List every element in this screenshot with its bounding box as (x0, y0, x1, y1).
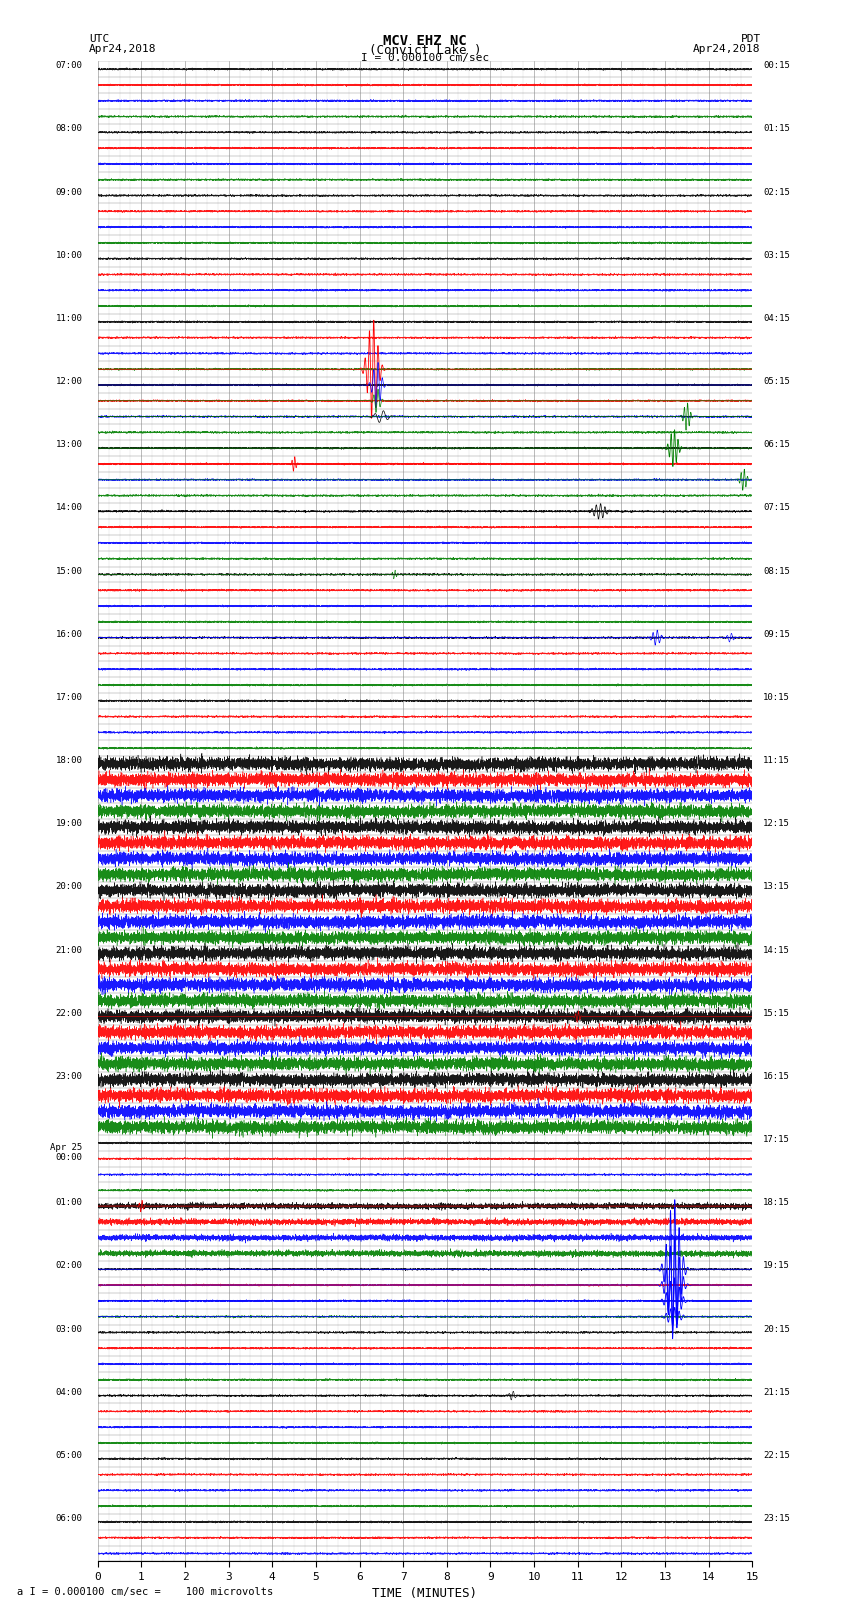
Text: 02:00: 02:00 (55, 1261, 82, 1271)
Text: 12:15: 12:15 (763, 819, 790, 827)
Text: 22:00: 22:00 (55, 1008, 82, 1018)
Text: Apr24,2018: Apr24,2018 (694, 44, 761, 53)
Text: 04:00: 04:00 (55, 1387, 82, 1397)
Text: PDT: PDT (740, 34, 761, 44)
Text: 13:15: 13:15 (763, 882, 790, 892)
Text: 20:00: 20:00 (55, 882, 82, 892)
Text: 07:15: 07:15 (763, 503, 790, 513)
Text: 15:15: 15:15 (763, 1008, 790, 1018)
Text: 00:00: 00:00 (55, 1144, 82, 1163)
Text: 09:00: 09:00 (55, 187, 82, 197)
Text: 23:15: 23:15 (763, 1515, 790, 1523)
Text: 10:00: 10:00 (55, 250, 82, 260)
Text: 10:15: 10:15 (763, 694, 790, 702)
Text: 18:15: 18:15 (763, 1198, 790, 1207)
Text: 01:15: 01:15 (763, 124, 790, 134)
Text: Apr 25: Apr 25 (50, 1144, 82, 1152)
Text: 14:00: 14:00 (55, 503, 82, 513)
Text: 17:00: 17:00 (55, 694, 82, 702)
Text: 01:00: 01:00 (55, 1198, 82, 1207)
Text: 12:00: 12:00 (55, 377, 82, 386)
Text: (Convict Lake ): (Convict Lake ) (369, 44, 481, 56)
Text: a I = 0.000100 cm/sec =    100 microvolts: a I = 0.000100 cm/sec = 100 microvolts (17, 1587, 273, 1597)
Text: 08:00: 08:00 (55, 124, 82, 134)
Text: MCV EHZ NC: MCV EHZ NC (383, 34, 467, 48)
Text: 02:15: 02:15 (763, 187, 790, 197)
Text: Apr24,2018: Apr24,2018 (89, 44, 156, 53)
Text: 15:00: 15:00 (55, 566, 82, 576)
Text: 05:00: 05:00 (55, 1450, 82, 1460)
Text: 16:00: 16:00 (55, 629, 82, 639)
Text: 13:00: 13:00 (55, 440, 82, 450)
Text: 21:00: 21:00 (55, 945, 82, 955)
Text: 00:15: 00:15 (763, 61, 790, 71)
Text: I = 0.000100 cm/sec: I = 0.000100 cm/sec (361, 53, 489, 63)
Text: 11:15: 11:15 (763, 756, 790, 765)
Text: UTC: UTC (89, 34, 110, 44)
Text: 03:15: 03:15 (763, 250, 790, 260)
Text: 18:00: 18:00 (55, 756, 82, 765)
Text: 04:15: 04:15 (763, 315, 790, 323)
Text: 07:00: 07:00 (55, 61, 82, 71)
Text: 19:00: 19:00 (55, 819, 82, 827)
Text: 20:15: 20:15 (763, 1324, 790, 1334)
Text: 09:15: 09:15 (763, 629, 790, 639)
Text: 06:15: 06:15 (763, 440, 790, 450)
Text: 19:15: 19:15 (763, 1261, 790, 1271)
X-axis label: TIME (MINUTES): TIME (MINUTES) (372, 1587, 478, 1600)
Text: 03:00: 03:00 (55, 1324, 82, 1334)
Text: 06:00: 06:00 (55, 1515, 82, 1523)
Text: 08:15: 08:15 (763, 566, 790, 576)
Text: 21:15: 21:15 (763, 1387, 790, 1397)
Text: 11:00: 11:00 (55, 315, 82, 323)
Text: 23:00: 23:00 (55, 1073, 82, 1081)
Text: 17:15: 17:15 (763, 1136, 790, 1144)
Text: 16:15: 16:15 (763, 1073, 790, 1081)
Text: 14:15: 14:15 (763, 945, 790, 955)
Text: 05:15: 05:15 (763, 377, 790, 386)
Text: 22:15: 22:15 (763, 1450, 790, 1460)
